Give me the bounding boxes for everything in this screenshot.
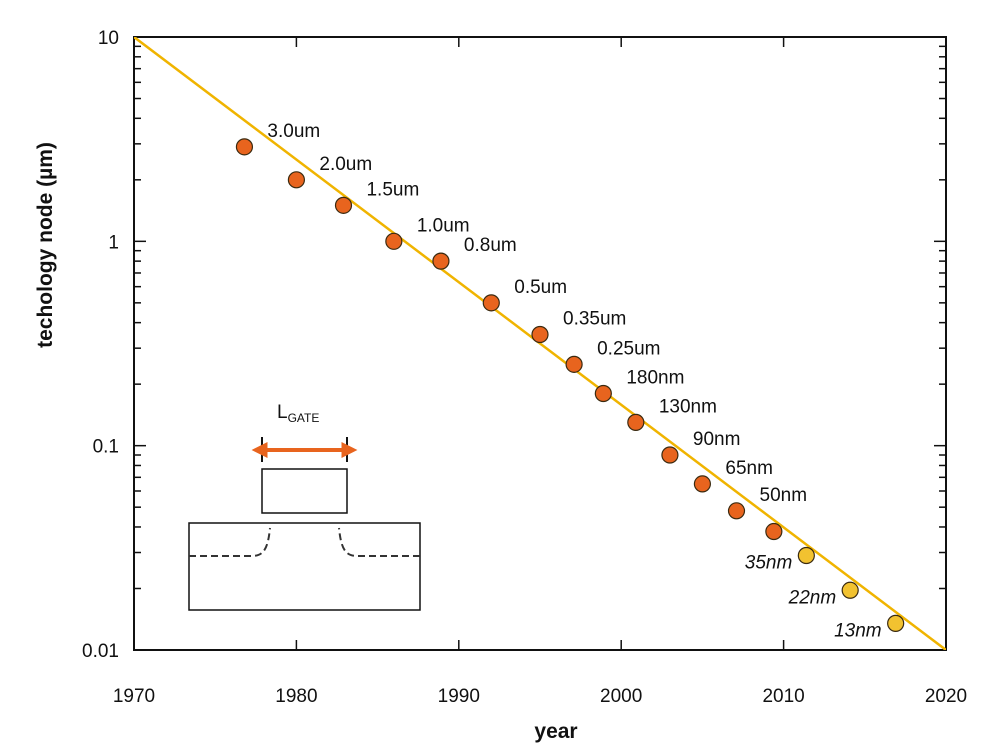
data-point [661,446,679,464]
axis-ticks [133,37,947,651]
x-axis-title: year [534,720,577,743]
projected-point [887,614,905,632]
y-tick-label: 0.01 [82,641,119,662]
y-tick-label: 0.1 [93,437,119,458]
x-tick-labels: 1970 1980 1990 2000 2010 2020 [113,686,967,707]
point-label: 130nm [659,396,717,417]
data-point [727,502,746,520]
point-label: 90nm [693,429,741,450]
x-tick-label: 1970 [113,686,155,707]
point-label: 0.25um [597,338,660,359]
x-tick-label: 2020 [925,686,967,707]
point-label: 0.8um [464,235,517,256]
gate-inset: LGATE [188,402,421,611]
x-tick-label: 1990 [438,686,480,707]
y-tick-label: 10 [98,28,119,49]
gate-label: LGATE [277,402,319,425]
point-label: 2.0um [319,154,372,175]
trend-line [134,37,946,650]
projected-point-label: 35nm [745,553,793,574]
projected-point-label: 22nm [788,587,837,608]
data-point [235,138,254,156]
projected-point-label: 13nm [834,620,882,641]
point-label: 65nm [725,458,773,479]
data-point [531,325,549,344]
data-point [432,252,450,270]
substrate-rect [188,522,421,611]
x-tick-label: 2000 [600,686,642,707]
data-point [693,475,712,493]
point-label: 0.35um [563,308,626,329]
data-point [334,196,353,214]
data-point [385,232,403,250]
data-points [235,138,905,632]
point-label: 1.0um [417,215,470,236]
gate-rect [261,468,348,514]
data-point [627,413,645,431]
x-tick-label: 1980 [275,686,317,707]
junction-left [189,527,271,557]
projected-point [841,581,859,599]
y-axis-title: techology node (µm) [34,142,57,348]
x-tick-label: 2010 [762,686,804,707]
data-point [287,171,305,189]
data-point [594,384,612,403]
point-label: 50nm [760,485,808,506]
point-label: 3.0um [267,121,320,142]
point-label: 0.5um [514,277,567,298]
data-point [482,294,500,312]
point-label: 1.5um [366,179,419,200]
projected-point [797,546,815,565]
data-point [765,522,783,541]
y-tick-label: 1 [108,232,119,253]
y-tick-labels: 0.01 0.1 1 10 [82,28,119,662]
junction-right [338,527,420,557]
point-label: 180nm [626,368,684,389]
data-point [565,355,583,373]
